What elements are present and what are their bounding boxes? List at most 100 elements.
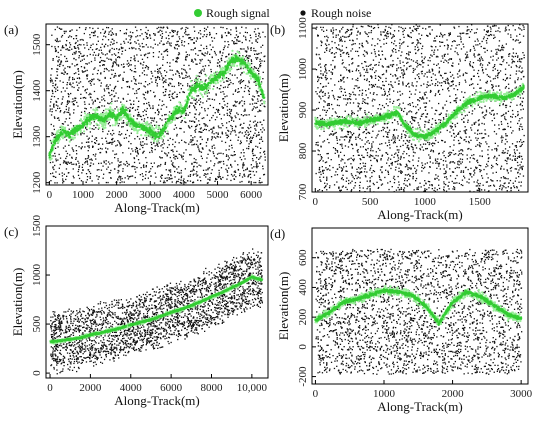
noise-point — [161, 30, 163, 32]
noise-point — [426, 34, 428, 37]
noise-point — [429, 184, 431, 186]
signal-point — [225, 65, 228, 68]
noise-point — [100, 73, 102, 75]
noise-point — [365, 90, 367, 92]
noise-point — [107, 39, 110, 41]
noise-point — [112, 129, 114, 132]
noise-point — [132, 88, 134, 90]
noise-point — [198, 99, 200, 101]
noise-point — [248, 148, 250, 150]
noise-point — [390, 81, 392, 83]
noise-point — [141, 173, 143, 175]
legend: Rough signal Rough noise — [194, 6, 371, 20]
noise-point — [138, 43, 140, 45]
noise-point — [159, 34, 162, 36]
noise-point — [133, 47, 135, 49]
noise-point — [117, 169, 119, 172]
noise-point — [213, 85, 215, 87]
signal-point — [251, 68, 254, 71]
signal-point — [185, 102, 188, 105]
noise-point — [233, 42, 235, 44]
noise-point — [102, 64, 105, 66]
noise-point — [233, 174, 236, 176]
noise-point — [153, 118, 155, 120]
noise-point — [341, 177, 343, 179]
legend-signal-label: Rough signal — [206, 6, 270, 20]
noise-point — [519, 28, 521, 30]
noise-point — [260, 62, 262, 64]
noise-point — [219, 136, 222, 138]
signal-point — [89, 117, 92, 121]
noise-point — [244, 50, 247, 52]
noise-point — [172, 35, 174, 37]
noise-point — [102, 143, 104, 145]
noise-point — [253, 66, 256, 68]
noise-point — [167, 133, 169, 135]
noise-point — [199, 136, 201, 138]
noise-point — [191, 58, 193, 61]
noise-point — [196, 162, 198, 164]
noise-point — [84, 89, 87, 91]
noise-point — [151, 119, 153, 122]
signal-point — [153, 134, 157, 137]
noise-point — [96, 140, 98, 142]
signal-point — [101, 117, 104, 120]
noise-point — [335, 29, 337, 31]
noise-point — [319, 179, 321, 181]
noise-point — [504, 87, 507, 89]
noise-point — [187, 83, 189, 85]
noise-point — [245, 27, 247, 29]
noise-point — [495, 53, 497, 55]
noise-point — [255, 123, 258, 125]
noise-point — [255, 135, 258, 138]
noise-point — [156, 166, 159, 168]
noise-point — [107, 161, 110, 163]
signal-point — [239, 65, 242, 68]
noise-point — [195, 63, 197, 65]
noise-point — [57, 51, 59, 54]
noise-point — [65, 118, 67, 120]
noise-point — [348, 179, 350, 182]
noise-point — [86, 42, 88, 44]
noise-point — [219, 51, 221, 53]
noise-point — [118, 123, 120, 125]
noise-point — [65, 44, 67, 47]
noise-point — [220, 127, 222, 129]
noise-point — [242, 127, 244, 129]
noise-point — [55, 160, 57, 162]
noise-point — [232, 93, 234, 95]
signal-point — [71, 137, 74, 140]
noise-point — [102, 111, 104, 114]
noise-point — [135, 42, 137, 44]
noise-point — [219, 88, 221, 90]
noise-point — [187, 125, 190, 127]
noise-point — [115, 54, 117, 56]
signal-point — [186, 96, 189, 99]
noise-point — [101, 52, 103, 54]
noise-point — [64, 121, 66, 123]
noise-point — [399, 76, 401, 78]
noise-point — [147, 52, 149, 55]
noise-point — [388, 91, 390, 93]
noise-point — [66, 175, 68, 177]
noise-point — [150, 127, 152, 129]
noise-point — [325, 167, 327, 169]
noise-point — [163, 81, 165, 83]
noise-point — [252, 154, 255, 157]
noise-point — [352, 158, 354, 161]
noise-point — [160, 163, 162, 166]
noise-point — [467, 121, 469, 123]
noise-point — [469, 172, 471, 175]
noise-point — [239, 143, 241, 145]
noise-point — [49, 108, 52, 110]
noise-point — [255, 39, 257, 41]
signal-point — [123, 104, 126, 107]
noise-point — [102, 177, 104, 179]
noise-point — [111, 134, 113, 136]
noise-point — [191, 59, 193, 62]
noise-point — [236, 112, 238, 114]
noise-point — [97, 27, 99, 29]
noise-point — [136, 97, 138, 99]
noise-point — [224, 86, 226, 88]
noise-point — [240, 87, 242, 89]
